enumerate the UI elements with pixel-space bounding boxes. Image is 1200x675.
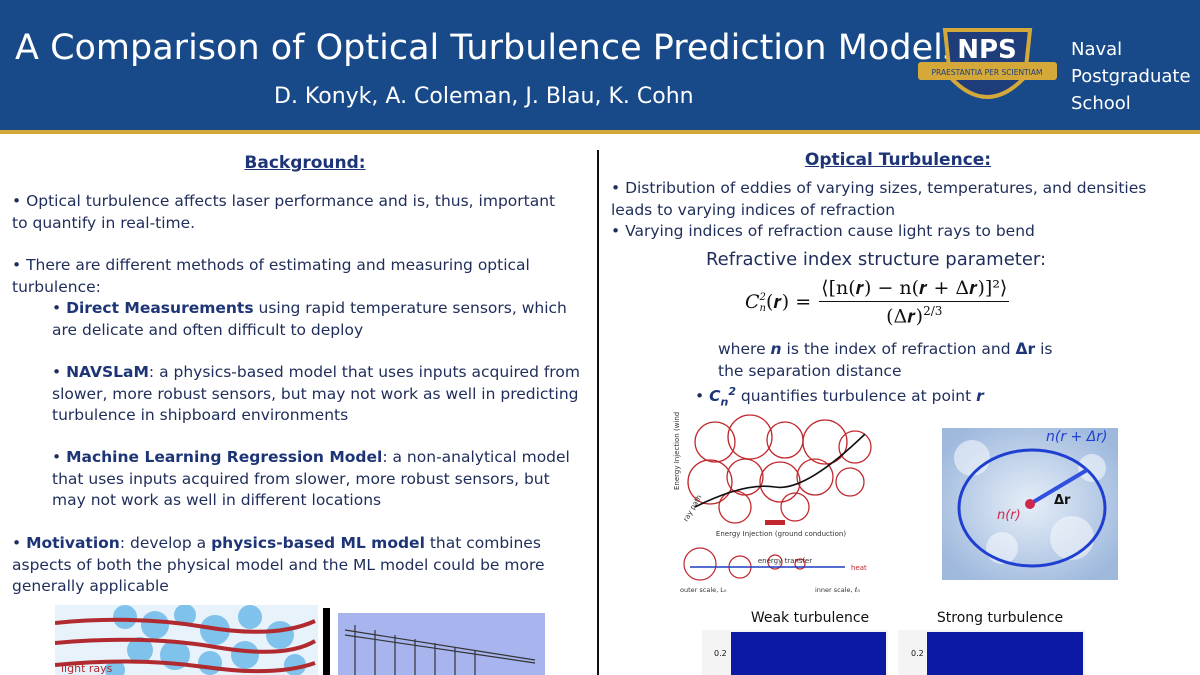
text-run: is the separation distance [718,340,1053,380]
bullet: • There are different methods of estimat… [12,255,597,298]
eddy-figure: Energy Injection (wind advection) ray pa… [673,412,872,594]
formula-part: (𝒓) = [766,290,812,313]
text-run: 2 [728,385,736,398]
figure-label: Energy Injection (wind advection) [673,412,681,490]
divider [597,150,599,675]
panel-title: Strong turbulence [936,610,1064,626]
section-heading: Optical Turbulence: [804,150,992,170]
panel-tick: 0.2 [911,649,924,658]
bullet: • Machine Learning Regression Model: a n… [52,447,582,512]
bullet: • Varying indices of refraction cause li… [611,221,1186,243]
text-run: Direct Measurements [66,299,254,317]
text-run: : a non-analytical model that uses input… [52,448,570,509]
where-note: where n is the index of refraction and Δ… [718,339,1068,382]
bullet: • NAVSLaM: a physics-based model that us… [52,362,592,427]
figure-label: energy transfer [758,557,812,565]
figure-label: heat [851,564,867,572]
text-run: where [718,340,771,358]
school-line: Naval [1071,39,1123,60]
figure-label: inner scale, ℓ₀ [815,586,860,594]
bullet: • Direct Measurements using rapid temper… [52,298,572,341]
fraction: ⟨[n(𝒓) − n(𝒓 + Δ𝒓)]²⟩ (Δ𝒓)2/3 [819,277,1010,327]
text-run: Motivation [26,534,120,552]
ray-path [694,433,866,508]
formula-part: C [745,290,760,313]
text-run: : develop a [119,534,212,552]
text-run: • There are different methods of estimat… [12,256,530,296]
eddies [687,414,872,524]
text-run: • [52,299,67,317]
formula-lhs: C 2 n (𝒓) = [745,291,811,314]
text-run: quantifies turbulence at point [735,387,977,406]
text-run: C [709,387,721,406]
text-run: n [770,340,782,358]
field-figure: n(r + Δr) Δr n(r) [942,428,1118,580]
text-run: : a physics-based model that uses inputs… [52,363,580,424]
text-run: • [52,448,67,466]
figure-label: light rays [61,662,113,675]
point [1025,499,1035,509]
formula: C 2 n (𝒓) = ⟨[n(𝒓) − n(𝒓 + Δ𝒓)]²⟩ (Δ𝒓)2/3 [745,277,1010,327]
bullet: • Cn2 quantifies turbulence at point r [695,381,1095,413]
text-run: that combines aspects of both the physic… [12,534,545,595]
text-run: is the index of refraction and [781,340,1016,358]
separator [323,608,330,675]
text-run: • Distribution of eddies of varying size… [611,179,1147,219]
formula-numerator: ⟨[n(𝒓) − n(𝒓 + Δ𝒓)]²⟩ [819,277,1010,302]
text-run: Machine Learning Regression Model [66,448,383,466]
ellipse [957,448,1107,568]
panel-image [731,632,886,675]
panel-image [927,632,1083,675]
bullet: • Distribution of eddies of varying size… [611,178,1186,221]
text-run: • Optical turbulence affects laser perfo… [12,192,556,232]
panel-title: Weak turbulence [750,610,870,626]
photo [338,613,545,675]
logo-text: NPS [957,35,1017,65]
school-line: Postgraduate [1071,66,1191,87]
text-run: using rapid temperature sensors, which a… [52,299,567,339]
text-run: r [976,387,984,406]
school: Naval Postgraduate School [1071,36,1191,117]
bullet: • Optical turbulence affects laser perfo… [12,191,557,234]
rays [55,617,317,674]
bullet: • Motivation: develop a physics-based ML… [12,533,597,598]
school-line: School [1071,93,1131,114]
authors: D. Konyk, A. Coleman, J. Blau, K. Cohn [274,84,694,109]
panel-tick: 0.2 [714,649,727,658]
delta-arrow [1028,468,1089,506]
text-run: n [720,395,729,409]
logo: NPS PRAESTANTIA PER SCIENTIAM [918,28,1057,99]
text-run: • [12,534,27,552]
figure-label: n(r) [997,508,1021,523]
ribbon [918,62,1057,80]
text-run: • Varying indices of refraction cause li… [611,222,1035,240]
formula-part: 2 [759,291,766,303]
figure-label: Energy Injection (ground conduction) [716,530,846,538]
formula-part: n [759,302,766,314]
title: A Comparison of Optical Turbulence Predi… [15,28,962,68]
logo-motto: PRAESTANTIA PER SCIENTIAM [932,68,1043,77]
text-run: • [52,363,67,381]
injection-arrow [765,520,785,525]
text-run: • [695,387,710,406]
formula-part: (Δ𝒓) [886,305,924,328]
text-run: Δr [1015,340,1036,358]
figure-label: outer scale, L₀ [680,586,727,594]
formula-denominator: (Δ𝒓)2/3 [886,302,942,327]
section-heading: Background: [244,153,366,173]
text-run: physics-based ML model [211,534,425,552]
figure-label: Δr [1054,493,1071,508]
text-run: NAVSLaM [66,363,149,381]
formula-part: 2/3 [923,304,943,318]
power-lines [344,625,536,675]
parameter-title: Refractive index structure parameter: [705,249,1047,270]
light-ray-figure: light rays [55,605,545,675]
figure-label: n(r + Δr) [1046,429,1108,445]
figure-label: ray path [682,493,704,523]
